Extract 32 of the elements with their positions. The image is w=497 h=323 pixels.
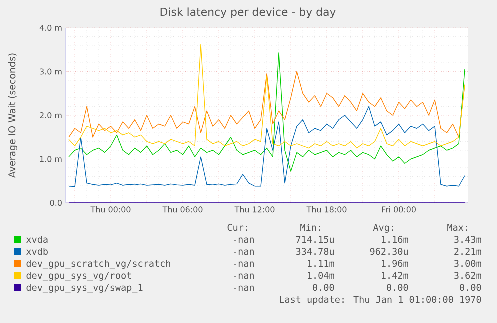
text: 1.11m: [308, 260, 334, 267]
text: 334.78u: [296, 248, 334, 256]
text: Min:: [300, 224, 320, 231]
text: 3.43m: [454, 236, 482, 244]
text: 1.04m: [308, 272, 334, 280]
text: Cur:: [228, 224, 248, 232]
text: 1.16m: [382, 236, 408, 244]
text: Last update: Thu Jan 1 01:00:00 1970: [280, 296, 482, 305]
text: Max:: [448, 224, 468, 232]
text: 3.62m: [454, 272, 482, 280]
text: 714.15u: [296, 236, 334, 244]
legend-label: dev_gpu_sys_vg/swap_1: [26, 284, 143, 294]
text: 1.42m: [382, 272, 408, 279]
y-axis-title: Average IO Wait (seconds): [8, 54, 18, 178]
legend-label: dev_gpu_scratch_vg/scratch: [26, 260, 170, 270]
text: 0.00: [313, 284, 334, 292]
text: 3.00m: [454, 260, 482, 268]
legend-label: dev_gpu_sys_vg/root: [26, 272, 132, 282]
legend-label: xvda: [26, 236, 48, 244]
text: -nan: [234, 262, 254, 268]
text: -nan: [234, 238, 254, 244]
text: -nan: [234, 274, 254, 280]
text: 1.96m: [382, 260, 408, 268]
text: -nan: [234, 286, 254, 292]
legend-label: xvdb: [26, 248, 48, 256]
text: -nan: [234, 250, 254, 256]
text: 0.00: [460, 284, 482, 292]
text: 2.21m: [454, 248, 482, 255]
text: Avg:: [373, 224, 394, 233]
text: 0.00: [387, 284, 408, 292]
chart-title: Disk latency per device - by day: [160, 8, 336, 18]
text: 962.30u: [370, 248, 408, 256]
